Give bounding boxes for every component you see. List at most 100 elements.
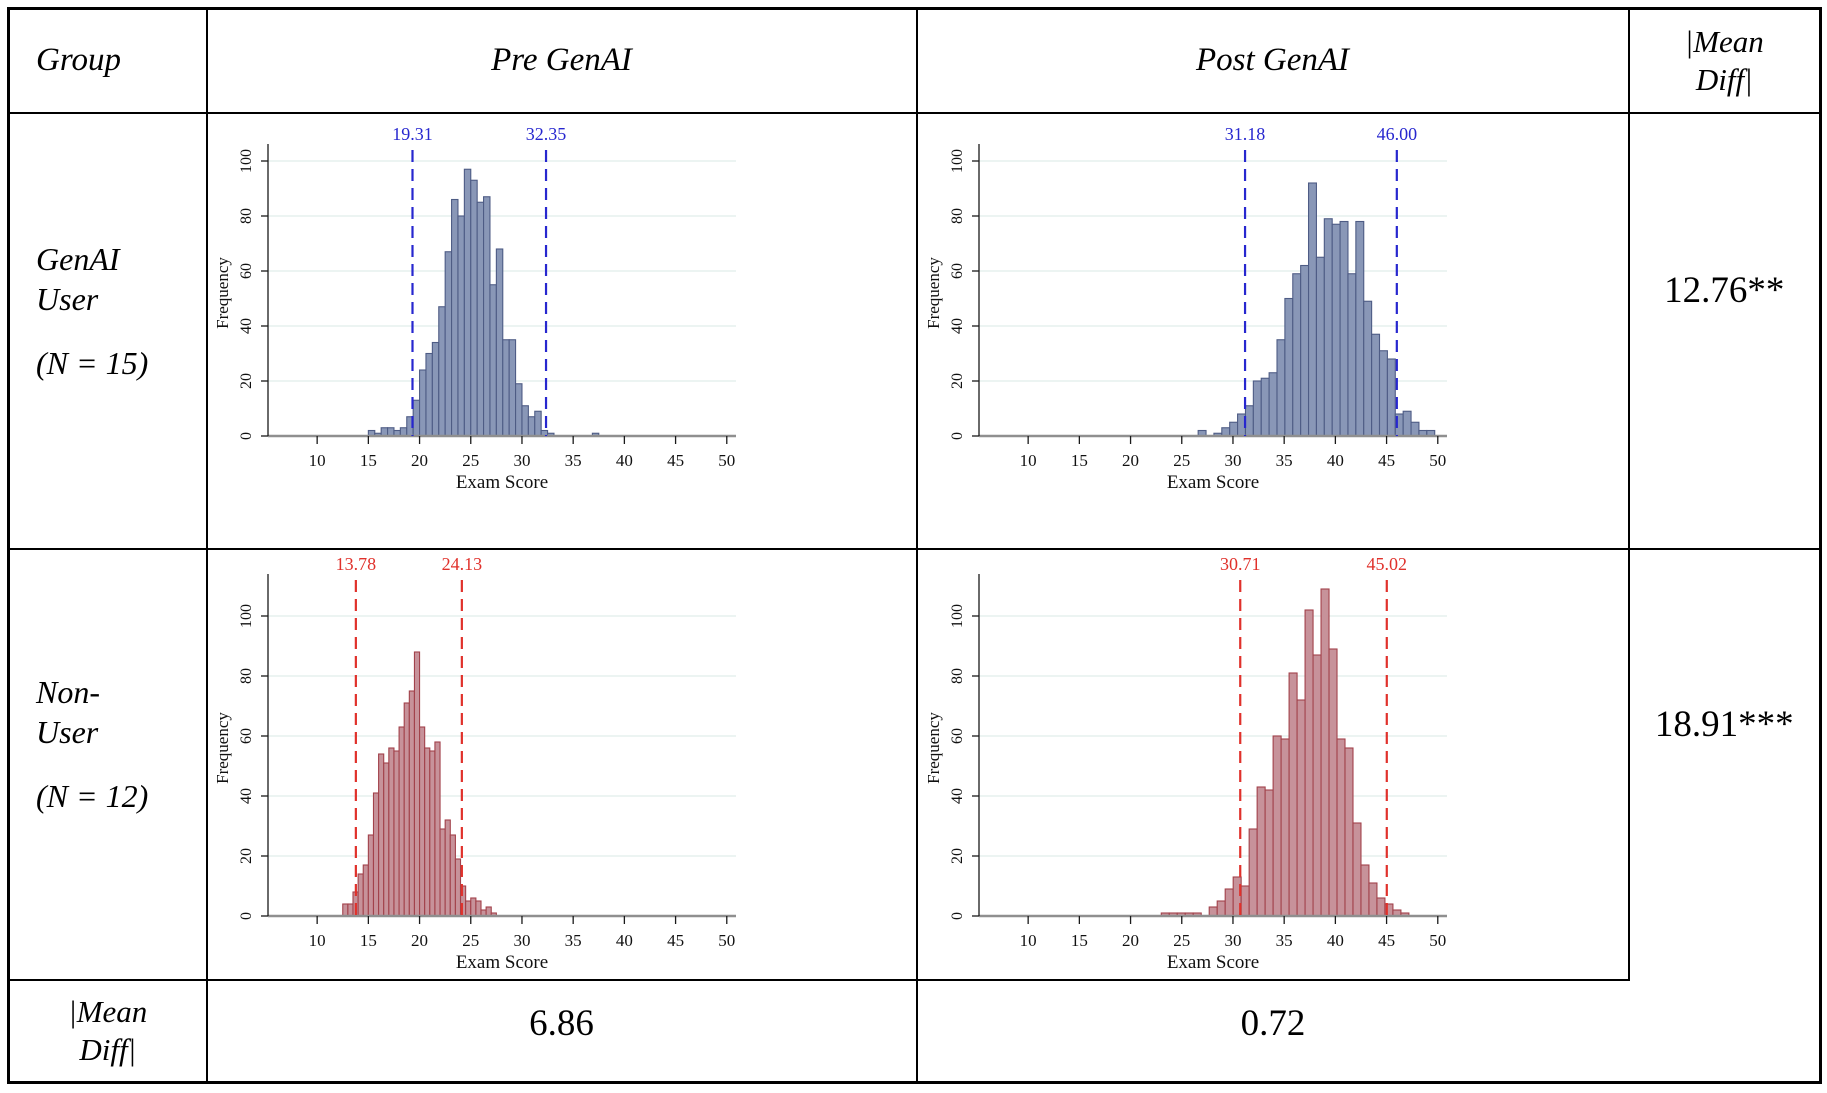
footer-pre-value-cell: 6.86 (205, 978, 918, 1084)
chart-pre-nonuser: 0 20 40 60 80 100 10 15 20 25 30 35 40 45 50 Exam Score… (212, 551, 912, 974)
histogram-bar (1275, 339, 1285, 437)
histogram-bar (495, 248, 503, 437)
y-tick-label: 100 (238, 604, 255, 628)
y-tick-label: 60 (238, 263, 255, 279)
y-tick-label: 0 (949, 432, 966, 440)
chart-post-user: 0 20 40 60 80 100 10 15 20 25 30 35 40 45 50 Exam Score… (923, 118, 1623, 538)
results-table: Group Pre GenAI Post GenAI |Mean Diff| G… (7, 7, 1822, 1084)
histogram-bar (418, 725, 425, 917)
footer-pre-value: 6.86 (529, 1003, 594, 1045)
histogram-bar (1268, 372, 1278, 437)
histogram-bar (1410, 421, 1419, 437)
histogram-bar (424, 352, 433, 437)
x-tick-label: 35 (564, 931, 581, 950)
y-tick-label: 100 (238, 149, 255, 173)
histogram-bar (1346, 273, 1356, 437)
chart-pre-user: 0 20 40 60 80 100 10 15 20 25 30 35 40 45 50 Exam Score… (212, 118, 912, 538)
y-tick-label: 20 (949, 848, 966, 864)
histogram-bar (1335, 737, 1346, 917)
y-axis-title: Frequency (213, 257, 232, 329)
x-tick-label: 50 (1429, 451, 1446, 470)
histogram-bar (1386, 358, 1396, 437)
histogram-bar (377, 752, 384, 917)
histogram-bar (382, 761, 389, 917)
meandiff-user-cell: 12.76** (1627, 111, 1822, 550)
histogram-bar (527, 416, 535, 437)
histogram-bar (520, 405, 529, 437)
y-tick-label: 20 (238, 373, 255, 389)
footer-label-cell: |Mean Diff| (7, 978, 208, 1084)
histogram-bar (454, 857, 461, 917)
group-user-line2: User (36, 280, 99, 317)
histogram-bar (1280, 737, 1290, 917)
header-meandiff-line2: Diff| (1695, 61, 1753, 97)
histogram-bar (476, 201, 484, 437)
y-tick-label: 40 (949, 788, 966, 804)
histogram-bar (1216, 899, 1226, 917)
histogram-bar (1283, 297, 1293, 437)
x-axis-title: Exam Score (455, 472, 547, 493)
group-user-cell: GenAI User (N = 15) (7, 111, 208, 550)
histogram-bar (456, 215, 465, 437)
x-tick-label: 25 (1173, 931, 1190, 950)
histogram-bar (418, 369, 427, 437)
histogram-bar (1296, 698, 1306, 917)
histogram-bar (469, 896, 476, 917)
chart-cell-post-user: 0 20 40 60 80 100 10 15 20 25 30 35 40 45 50 Exam Score… (915, 111, 1630, 550)
histogram-bar (1208, 905, 1218, 917)
x-tick-label: 45 (667, 451, 684, 470)
histogram-bar (1240, 884, 1250, 917)
x-tick-label: 25 (462, 931, 479, 950)
histogram-bar (1228, 421, 1238, 437)
histogram-bar (1362, 300, 1372, 437)
histogram-bar (1354, 220, 1364, 437)
mean-ref-label: 19.31 (392, 124, 433, 144)
histogram-bar (341, 902, 348, 917)
histogram-bar (449, 833, 456, 917)
x-tick-label: 10 (1019, 931, 1036, 950)
histogram-bar (469, 179, 478, 437)
histogram-bar (1244, 405, 1254, 437)
chart-cell-pre-user: 0 20 40 60 80 100 10 15 20 25 30 35 40 45 50 Exam Score… (205, 111, 918, 550)
footer-empty-cell (1628, 979, 1822, 1084)
histogram-bar (372, 791, 379, 917)
histogram-bar (1315, 256, 1325, 437)
meandiff-user-value: 12.76** (1664, 270, 1785, 311)
histogram-bar (428, 749, 435, 917)
histogram-bar (413, 650, 420, 917)
histogram-bar (387, 746, 395, 917)
histogram-bar (412, 399, 420, 437)
y-axis-title: Frequency (924, 711, 943, 783)
y-tick-label: 0 (949, 912, 966, 920)
histogram-bar (533, 410, 542, 437)
histogram-bar (1288, 671, 1298, 917)
histogram-bar (488, 284, 497, 437)
histogram-bar (1359, 863, 1370, 917)
x-tick-label: 35 (1275, 931, 1292, 950)
mean-ref-label: 32.35 (525, 124, 566, 144)
meandiff-nonuser-cell: 18.91*** (1627, 547, 1822, 980)
y-tick-label: 0 (238, 912, 255, 920)
x-tick-label: 30 (1224, 931, 1241, 950)
y-tick-label: 60 (238, 728, 255, 744)
histogram-bar (437, 306, 446, 437)
histogram-bar (444, 251, 452, 437)
footer-post-value: 0.72 (1240, 1003, 1306, 1045)
histogram-bar (1304, 608, 1314, 917)
x-axis-title: Exam Score (1166, 472, 1258, 493)
y-tick-label: 60 (949, 728, 966, 744)
mean-ref-label: 30.71 (1219, 554, 1260, 574)
x-tick-label: 10 (308, 931, 325, 950)
histogram-bar (433, 740, 441, 917)
x-tick-label: 35 (564, 451, 581, 470)
header-pre-label: Pre GenAI (491, 42, 632, 79)
x-tick-label: 40 (615, 931, 632, 950)
header-post-cell: Post GenAI (915, 7, 1630, 114)
mean-ref-label: 46.00 (1376, 124, 1417, 144)
x-tick-label: 15 (359, 931, 376, 950)
histogram-bar (346, 902, 354, 917)
x-tick-label: 20 (411, 451, 428, 470)
x-tick-label: 20 (1122, 451, 1139, 470)
histogram-bar (1248, 827, 1258, 917)
